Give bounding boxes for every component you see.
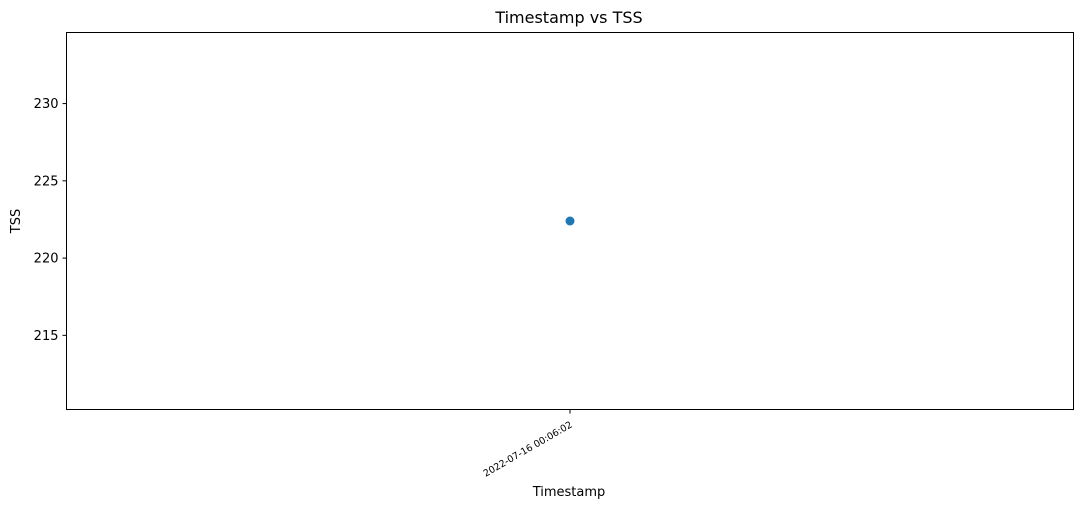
data-points: [565, 216, 575, 226]
data-point: [565, 216, 575, 226]
y-tick-label: 230: [34, 97, 59, 112]
y-axis-label: TSS: [9, 209, 24, 234]
plot-area-frame: [66, 32, 1074, 410]
y-tick-label: 215: [34, 329, 59, 344]
x-axis-label: Timestamp: [532, 485, 606, 500]
y-tick-label: 220: [34, 252, 59, 267]
y-axis-ticks: 215 220 225 230: [34, 97, 67, 344]
chart-title: Timestamp vs TSS: [494, 8, 642, 27]
y-tick-label: 225: [34, 174, 59, 189]
